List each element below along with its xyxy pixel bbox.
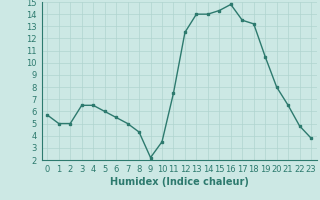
X-axis label: Humidex (Indice chaleur): Humidex (Indice chaleur): [110, 177, 249, 187]
